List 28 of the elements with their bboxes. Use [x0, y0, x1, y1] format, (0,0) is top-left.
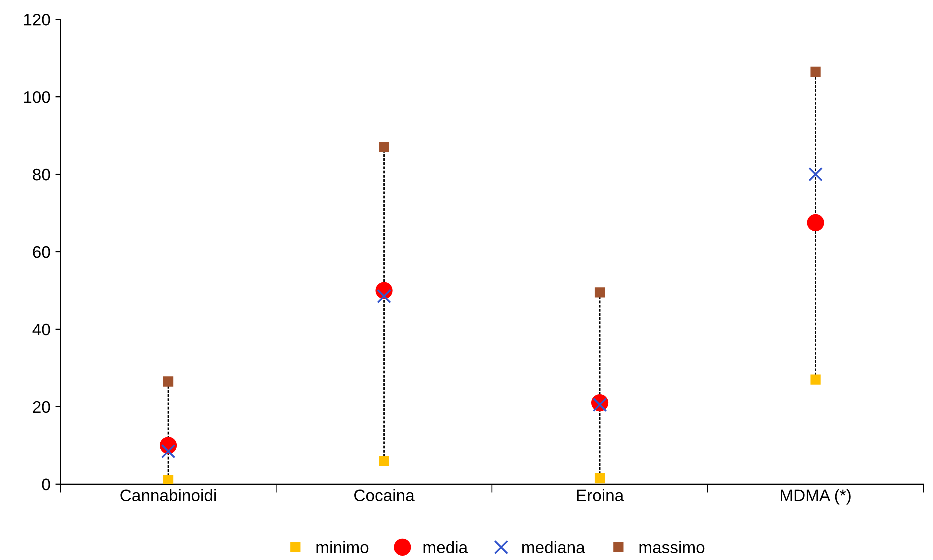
point — [163, 376, 174, 387]
point — [810, 374, 821, 385]
point — [379, 456, 390, 466]
y-tick-label: 40 — [32, 324, 50, 336]
legend-label: mediana — [522, 541, 586, 554]
point — [379, 142, 390, 152]
point — [810, 66, 821, 77]
x-tick-label: Cocaina — [354, 489, 415, 502]
y-tick-label: 60 — [33, 246, 50, 258]
y-tick-label: 80 — [33, 168, 50, 181]
x-tick-label: Eroina — [577, 489, 624, 502]
legend-label: minimo — [316, 541, 369, 554]
point — [592, 398, 608, 412]
x-tick-label: MDMA (*) — [781, 489, 851, 505]
y-tick-label: 100 — [24, 91, 50, 104]
x-tick-label: Cannabinoidi — [120, 489, 216, 502]
point — [161, 444, 176, 459]
point — [807, 214, 824, 232]
point — [377, 289, 392, 304]
point — [594, 474, 606, 484]
point — [808, 167, 823, 182]
y-tick-label: 20 — [33, 401, 50, 414]
y-tick-label: 0 — [42, 478, 50, 491]
legend-label: media — [424, 541, 468, 554]
point — [594, 288, 606, 298]
legend-label: massimo — [640, 541, 705, 554]
y-tick-label: 120 — [24, 14, 50, 26]
point — [163, 475, 174, 484]
